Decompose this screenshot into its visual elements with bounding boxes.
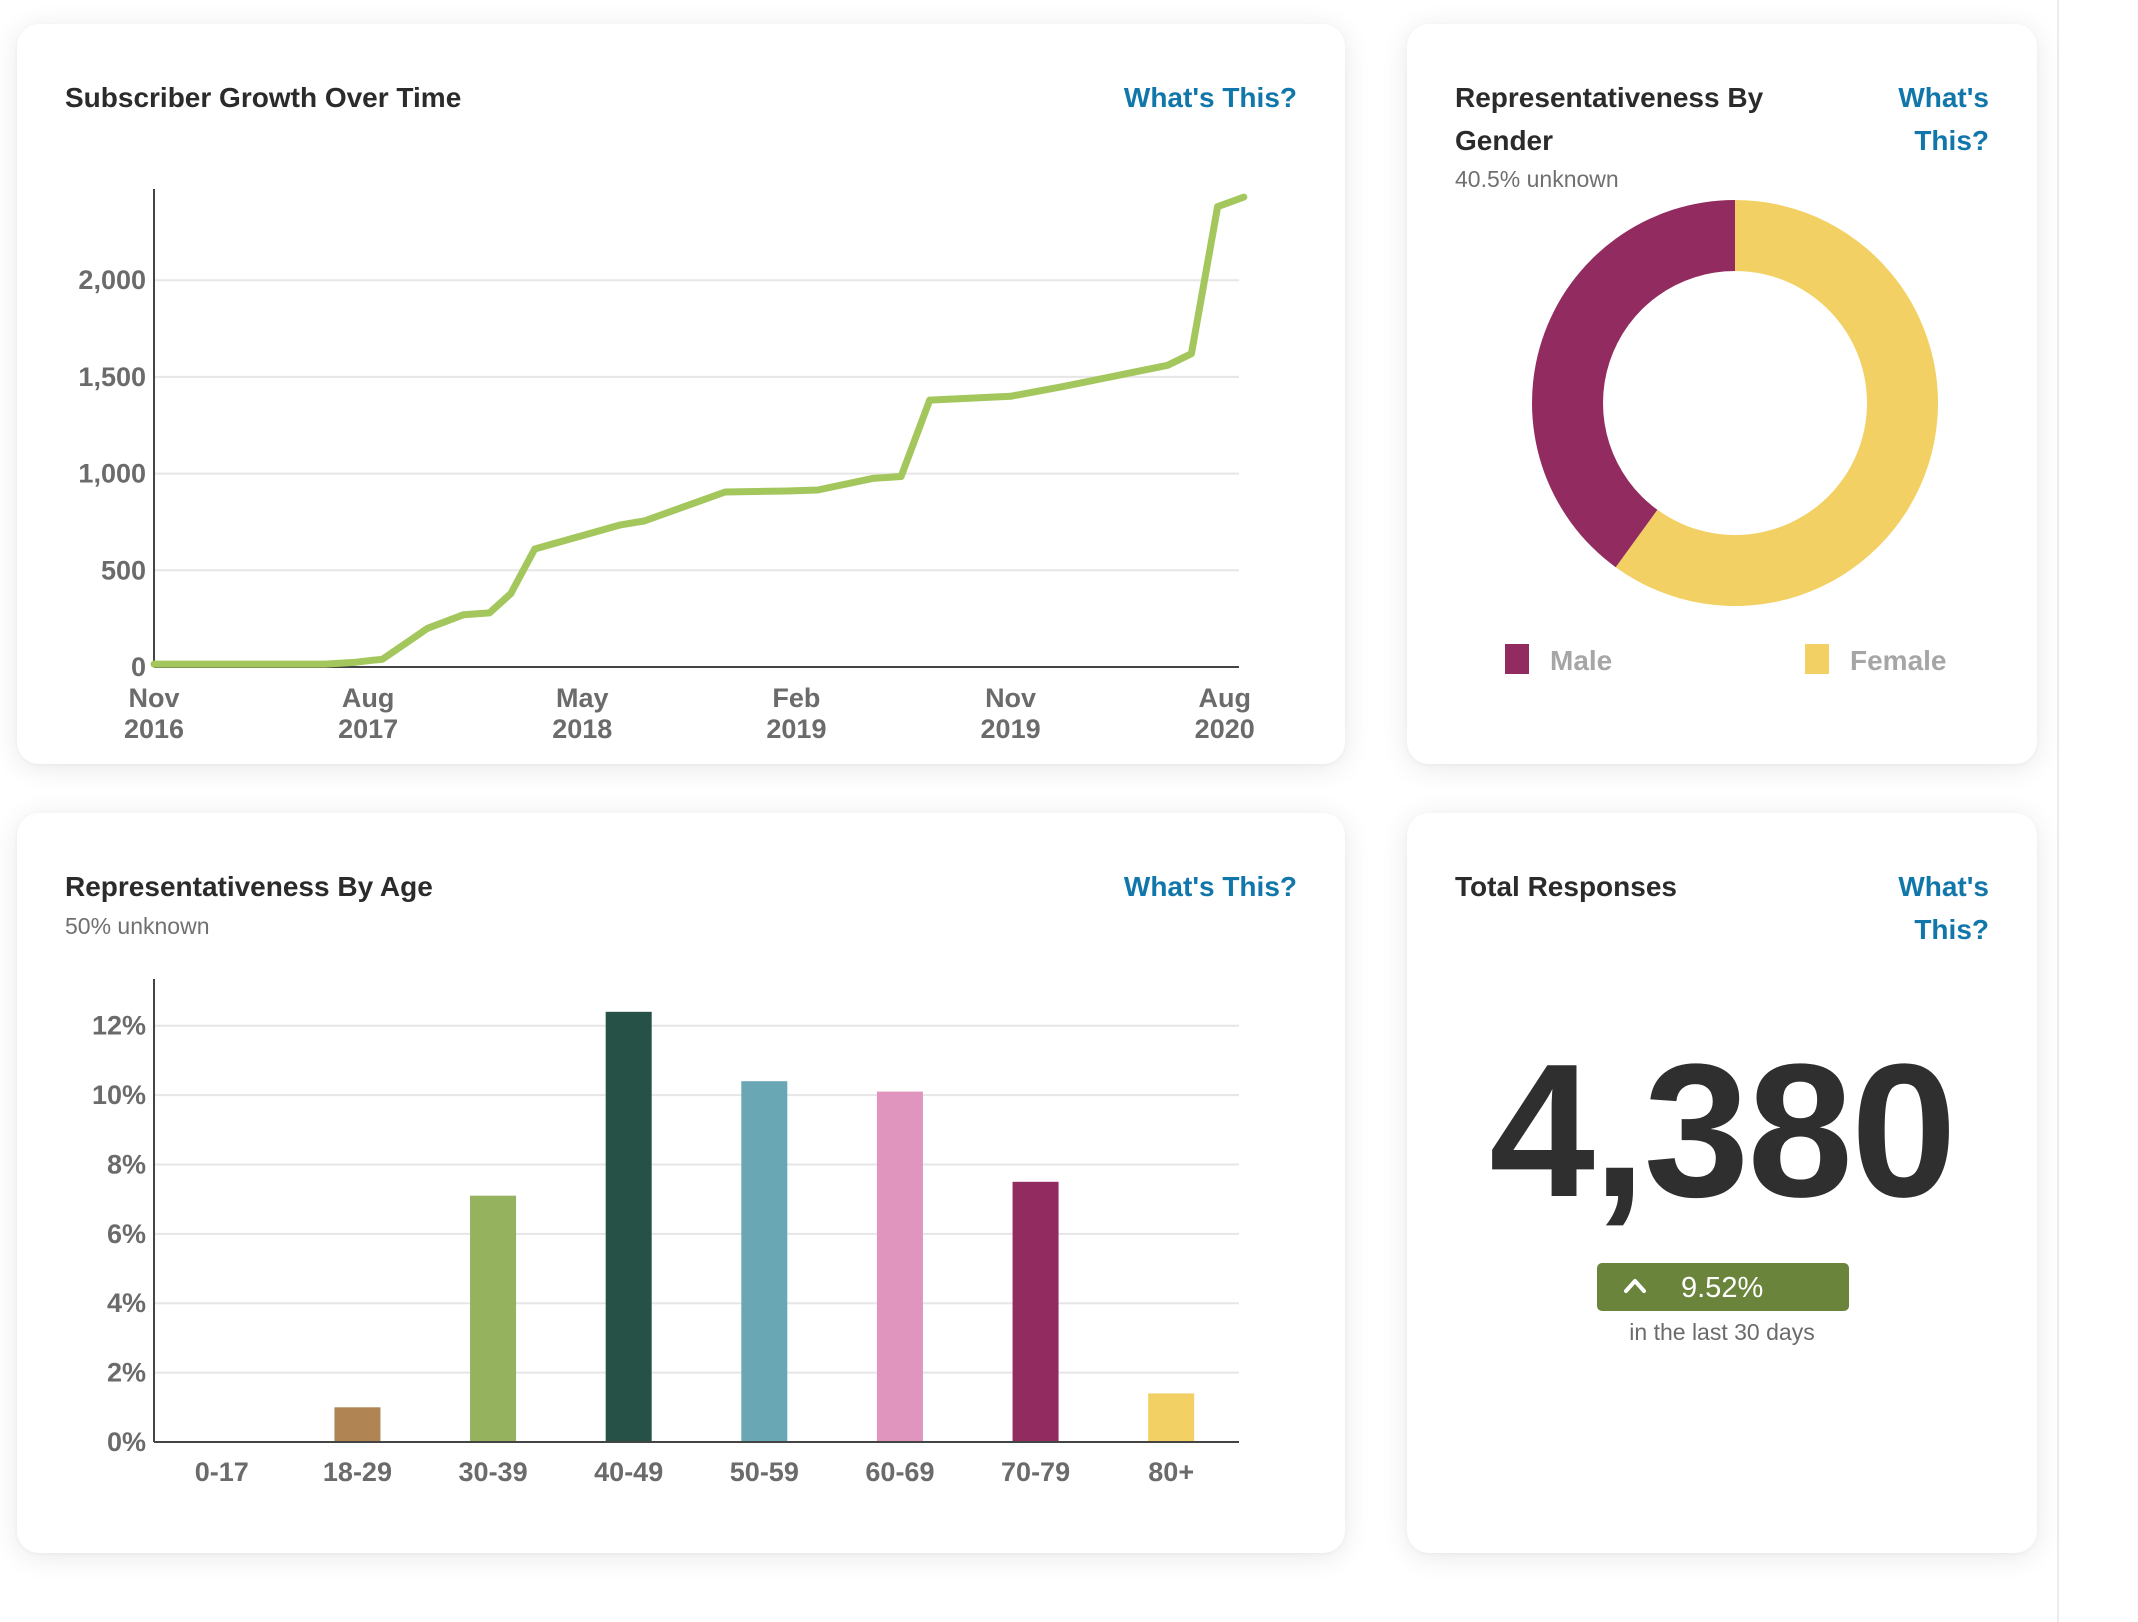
- x-tick-label: 50-59: [730, 1457, 799, 1487]
- link-line1: What's: [1898, 871, 1989, 902]
- y-tick-label: 2,000: [78, 265, 146, 295]
- age-card: Representativeness By Age 50% unknown Wh…: [17, 813, 1345, 1553]
- bar-80+[interactable]: [1148, 1393, 1195, 1442]
- y-tick-label: 0: [131, 652, 146, 682]
- link-line1: What's: [1898, 82, 1989, 113]
- x-tick-label: Nov: [128, 683, 179, 713]
- card-title-line1: Representativeness By: [1455, 82, 1764, 113]
- x-tick-label: Aug: [1198, 683, 1250, 713]
- x-tick-label-year: 2019: [981, 714, 1041, 744]
- y-tick-label: 0%: [107, 1427, 146, 1457]
- y-tick-label: 1,500: [78, 362, 146, 392]
- link-line2: This?: [1914, 125, 1989, 156]
- legend-female-label: Female: [1850, 645, 1947, 676]
- y-tick-label: 4%: [107, 1288, 146, 1318]
- bar-70-79[interactable]: [1012, 1181, 1059, 1442]
- y-tick-label: 1,000: [78, 459, 146, 489]
- x-tick-label: Aug: [342, 683, 394, 713]
- whats-this-link[interactable]: What's This?: [1898, 865, 1989, 951]
- gender-card: Representativeness By Gender 40.5% unkno…: [1407, 24, 2037, 764]
- card-title: Representativeness By Gender: [1455, 76, 1763, 162]
- bar-60-69[interactable]: [876, 1091, 923, 1442]
- donut-slice-male[interactable]: [1532, 200, 1735, 568]
- bar-18-29[interactable]: [334, 1407, 381, 1442]
- y-tick-label: 500: [101, 555, 146, 585]
- age-bar-chart: 0% 2% 4% 6% 8% 10% 12% 0-17 18-29 30-39 40-49 50-5…: [92, 979, 1239, 1487]
- chevron-up-icon: [1624, 1279, 1646, 1293]
- y-tick-label: 12%: [92, 1011, 146, 1041]
- change-caption: in the last 30 days: [1629, 1319, 1815, 1345]
- legend-male-swatch: [1505, 644, 1529, 674]
- legend-female-swatch: [1805, 644, 1829, 674]
- whats-this-link[interactable]: What's This?: [1123, 871, 1297, 902]
- x-tick-label: 70-79: [1001, 1457, 1070, 1487]
- total-responses-value: 4,380: [1489, 1025, 1956, 1237]
- y-tick-label: 10%: [92, 1080, 146, 1110]
- page-divider: [2057, 0, 2059, 1622]
- card-title-line2: Gender: [1455, 125, 1554, 156]
- x-tick-label-year: 2018: [552, 714, 612, 744]
- x-tick-label: Nov: [985, 683, 1036, 713]
- x-tick-label-year: 2017: [338, 714, 398, 744]
- change-badge: 9.52%: [1597, 1263, 1849, 1311]
- card-title: Representativeness By Age: [65, 871, 433, 902]
- change-value: 9.52%: [1681, 1272, 1764, 1304]
- whats-this-link[interactable]: What's This?: [1123, 82, 1297, 113]
- bar-40-49[interactable]: [605, 1011, 652, 1442]
- link-line2: This?: [1914, 914, 1989, 945]
- card-title: Subscriber Growth Over Time: [65, 82, 462, 113]
- y-tick-label: 8%: [107, 1149, 146, 1179]
- bar-30-39[interactable]: [470, 1195, 517, 1442]
- x-tick-label: 40-49: [594, 1457, 663, 1487]
- x-tick-label: Feb: [772, 683, 820, 713]
- series-line-subscribers: [150, 193, 1248, 668]
- x-tick-label: 60-69: [865, 1457, 934, 1487]
- x-tick-label: 0-17: [195, 1457, 249, 1487]
- x-tick-label: May: [556, 683, 609, 713]
- card-title: Total Responses: [1455, 871, 1677, 902]
- bar-50-59[interactable]: [741, 1081, 788, 1442]
- total-responses-card: Total Responses What's This? 4,380 9.52%…: [1407, 813, 2037, 1553]
- whats-this-link[interactable]: What's This?: [1898, 76, 1989, 162]
- y-tick-label: 6%: [107, 1219, 146, 1249]
- x-tick-label-year: 2020: [1195, 714, 1255, 744]
- x-tick-label-year: 2016: [124, 714, 184, 744]
- x-tick-label: 18-29: [323, 1457, 392, 1487]
- card-subtitle: 40.5% unknown: [1455, 166, 1619, 192]
- donut-slice-female[interactable]: [1615, 200, 1938, 606]
- legend-male-label: Male: [1550, 645, 1613, 676]
- y-tick-label: 2%: [107, 1358, 146, 1388]
- x-tick-label: 30-39: [459, 1457, 528, 1487]
- subscriber-growth-card: Subscriber Growth Over Time What's This?…: [17, 24, 1345, 764]
- x-tick-label: 80+: [1148, 1457, 1194, 1487]
- gender-donut-chart: [1532, 200, 1938, 606]
- x-tick-label-year: 2019: [766, 714, 826, 744]
- card-subtitle: 50% unknown: [65, 913, 210, 939]
